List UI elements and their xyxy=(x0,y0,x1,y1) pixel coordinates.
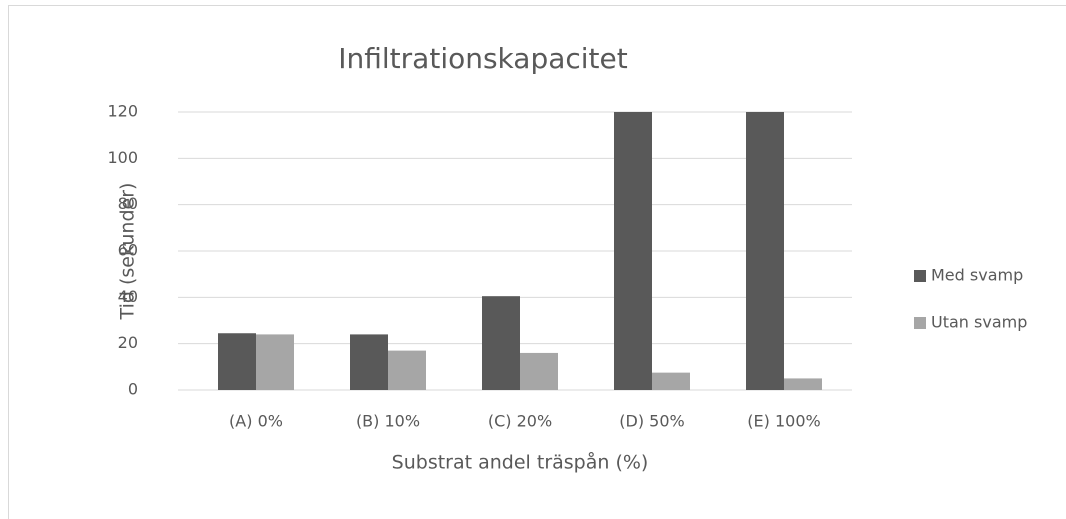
bar xyxy=(256,334,294,390)
bar xyxy=(520,352,558,390)
x-tick-label: (B) 10% xyxy=(356,412,420,431)
bar xyxy=(746,112,784,390)
x-tick-label: (E) 100% xyxy=(747,412,820,431)
bar xyxy=(614,112,652,390)
y-axis-label: Tid (sekunder) xyxy=(117,183,139,321)
x-tick-label: (C) 20% xyxy=(488,412,552,431)
legend-label: Med svamp xyxy=(931,266,1023,285)
x-tick-label: (D) 50% xyxy=(619,412,684,431)
legend-swatch xyxy=(914,317,926,329)
bar xyxy=(652,372,690,390)
chart-frame xyxy=(8,5,1066,519)
x-axis-label: Substrat andel träspån (%) xyxy=(392,451,649,474)
bar xyxy=(482,296,520,390)
y-tick-label: 120 xyxy=(107,102,138,121)
x-tick-label: (A) 0% xyxy=(229,412,283,431)
bar xyxy=(388,350,426,390)
bar xyxy=(218,333,256,390)
y-tick-label: 40 xyxy=(118,287,138,306)
y-tick-label: 100 xyxy=(107,148,138,167)
y-tick-label: 0 xyxy=(128,380,138,399)
y-tick-label: 60 xyxy=(118,241,138,260)
legend-label: Utan svamp xyxy=(931,313,1027,332)
chart-title: Infiltrationskapacitet xyxy=(338,42,627,75)
legend-swatch xyxy=(914,270,926,282)
bar xyxy=(784,378,822,390)
y-tick-label: 20 xyxy=(118,333,138,352)
bar xyxy=(350,334,388,390)
y-tick-label: 80 xyxy=(118,194,138,213)
